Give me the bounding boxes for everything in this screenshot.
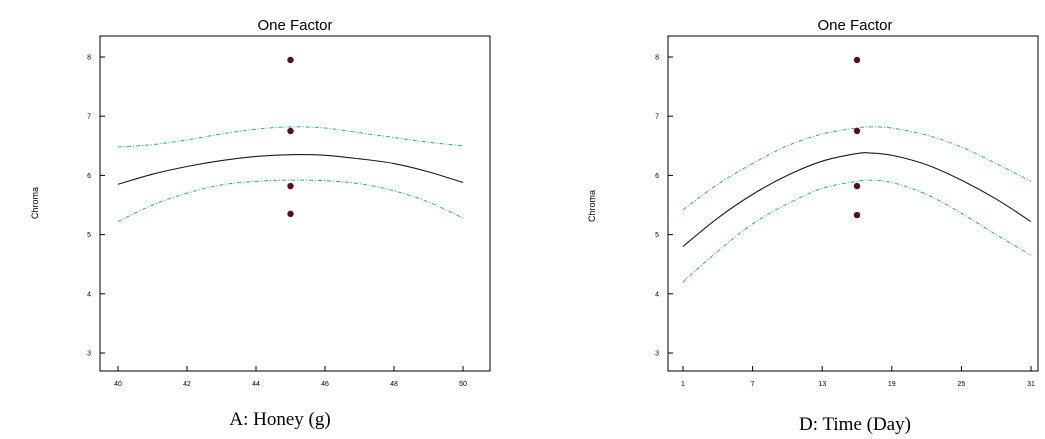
y-axis-label: Chroma (30, 187, 40, 219)
x-tick-label: 7 (751, 381, 755, 388)
data-point (287, 56, 294, 64)
chart-panel-time: One Factor D: Time (Day) Chroma 3 4 5 6 7 8 1 7… (587, 17, 1039, 435)
x-tick-label: 1 (681, 381, 685, 388)
data-point (287, 210, 294, 218)
x-axis-label: A: Honey (g) (229, 409, 330, 430)
chart-title: One Factor (817, 17, 892, 34)
y-tick-label: 8 (87, 55, 91, 62)
x-tick-label: 25 (958, 381, 966, 388)
y-tick-label: 3 (87, 351, 91, 358)
upper-ci-line (682, 126, 1032, 211)
x-tick-label: 13 (818, 381, 826, 388)
x-tick-label: 42 (183, 381, 191, 388)
y-tick-label: 6 (87, 173, 91, 180)
data-point (853, 127, 861, 135)
data-point (853, 211, 861, 219)
y-tick-label: 5 (655, 232, 659, 239)
x-tick-label: 40 (114, 381, 122, 388)
chart-panel-honey: One Factor A: Honey (g) Chroma 3 4 5 6 7 8 40 4… (30, 17, 491, 430)
data-point (853, 182, 861, 190)
y-tick-label: 7 (87, 114, 91, 121)
upper-ci-line (117, 126, 464, 148)
x-tick-label: 50 (459, 381, 467, 388)
data-point (853, 56, 861, 64)
y-tick-label: 7 (655, 114, 659, 121)
y-tick-label: 4 (87, 291, 91, 298)
y-tick-label: 8 (655, 55, 659, 62)
y-tick-label: 4 (655, 291, 659, 298)
y-tick-label: 3 (655, 351, 659, 358)
prediction-line (682, 152, 1032, 247)
data-point (287, 127, 294, 135)
data-point (287, 182, 294, 190)
lower-ci-line (117, 179, 464, 223)
lower-ci-line (682, 179, 1032, 283)
plot-frame (667, 35, 1039, 372)
y-tick-label: 5 (87, 232, 91, 239)
x-tick-label: 31 (1027, 381, 1035, 388)
y-axis-label: Chroma (587, 190, 597, 222)
plot-frame (99, 35, 491, 372)
chart-title: One Factor (257, 17, 332, 34)
prediction-line (117, 154, 464, 185)
x-tick-label: 19 (888, 381, 896, 388)
x-axis-label: D: Time (Day) (799, 414, 911, 435)
x-tick-label: 48 (390, 381, 398, 388)
y-tick-label: 6 (655, 173, 659, 180)
x-tick-label: 46 (321, 381, 329, 388)
x-tick-label: 44 (252, 381, 260, 388)
